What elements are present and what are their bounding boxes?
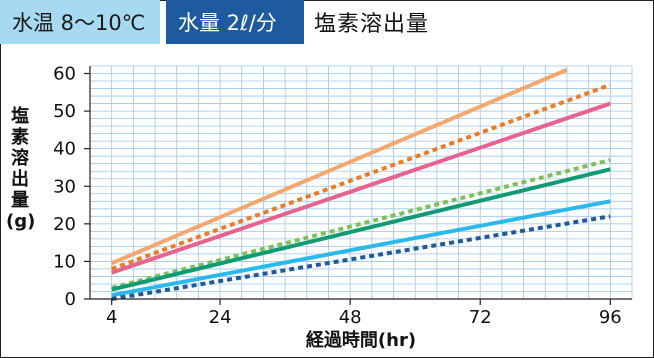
y-label-char: (g) <box>6 211 36 232</box>
x-axis-title: 経過時間(hr) <box>306 329 416 351</box>
series-group <box>110 67 612 301</box>
y-tick-label: 0 <box>65 289 76 310</box>
y-label-char: 溶 <box>11 148 29 169</box>
x-tick-label: 48 <box>339 307 362 328</box>
y-tick-label: 20 <box>53 214 76 235</box>
y-tick-label: 50 <box>53 101 76 122</box>
series-line-6 <box>111 199 611 298</box>
series-line-3 <box>111 101 611 275</box>
y-label-char: 出 <box>11 169 29 190</box>
x-tick-label: 24 <box>209 307 232 328</box>
x-tick-label: 72 <box>469 307 492 328</box>
axes: 0 10 20 30 40 50 60 4 24 48 72 96 <box>53 64 632 328</box>
y-tick-label: 40 <box>53 139 76 160</box>
series-line-2 <box>110 82 612 271</box>
x-tick-label: 96 <box>599 307 622 328</box>
chart-header: 水温 8〜10℃ 水量 2ℓ/分 塩素溶出量 <box>0 0 429 44</box>
y-tick-label: 30 <box>53 176 76 197</box>
series-line-7 <box>111 214 611 301</box>
y-label-char: 量 <box>11 190 29 211</box>
y-label-char: 素 <box>11 127 29 148</box>
series-line-4 <box>111 158 611 290</box>
chart-title: 塩素溶出量 <box>314 12 430 37</box>
y-tick-label: 60 <box>53 64 76 85</box>
y-tick-label: 10 <box>53 251 76 272</box>
series-line-1 <box>110 67 568 266</box>
y-axis-label: 塩 素 溶 出 量 (g) <box>6 106 36 232</box>
y-label-char: 塩 <box>11 106 29 127</box>
water-flow-badge: 水量 2ℓ/分 <box>166 0 304 44</box>
grid <box>89 65 633 300</box>
water-temp-badge: 水温 8〜10℃ <box>0 0 160 44</box>
x-tick-label: 4 <box>106 307 117 328</box>
series-line-5 <box>111 167 611 292</box>
